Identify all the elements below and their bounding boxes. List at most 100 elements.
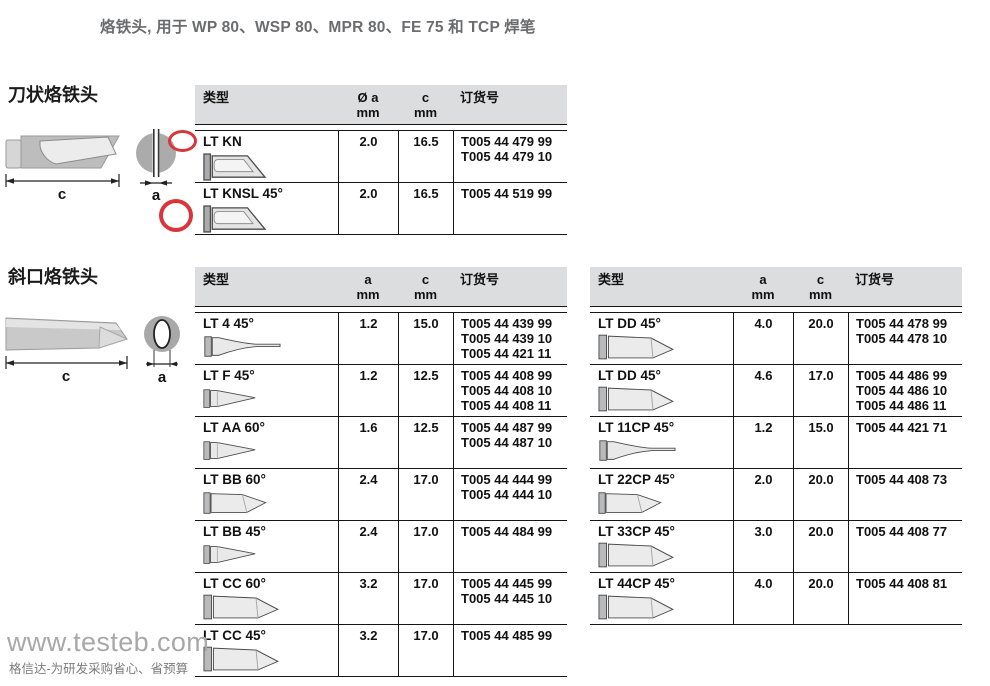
order-number-cell: T005 44 486 99 T005 44 486 10 T005 44 486 … [848,365,962,416]
section-heading-bevel-tips: 斜口烙铁头 [8,267,98,287]
tip-type-label: LT F 45° [203,368,255,383]
order-number: T005 44 421 11 [461,346,552,361]
c-value-cell: 17.0 [398,469,453,520]
order-number: T005 44 408 11 [461,398,552,413]
bevel-tip-dimension-diagram: c a [5,316,180,386]
column-header: 订货号 [460,90,500,105]
table-row: LT BB 45° 2.4 17.0 T005 44 484 99 [195,521,567,573]
a-value-cell: 3.0 [733,521,793,572]
tip-type-cell: LT CC 45° [195,625,338,676]
order-number: T005 44 486 10 [856,383,948,398]
table-row: LT 22CP 45° 2.0 20.0 T005 44 408 73 [590,469,962,521]
wide-bevel-cyl-tip-icon [203,594,279,620]
tip-type-label: LT KNSL 45° [203,186,283,201]
c-value-cell: 20.0 [793,313,848,364]
taper-tip-icon [203,545,256,564]
a-value-cell: 1.2 [338,365,398,416]
order-number: T005 44 408 73 [856,472,948,487]
order-number: T005 44 408 99 [461,368,553,383]
tip-type-label: LT DD 45° [598,316,661,331]
column-header: 订货号 [855,272,895,287]
a-value-cell: 1.6 [338,417,398,468]
order-number: T005 44 439 10 [461,331,553,346]
wide-bevel-cyl-tip-icon [598,334,674,360]
order-number-cell: T005 44 408 99 T005 44 408 10 T005 44 408 … [453,365,567,416]
column-header: a mm [751,272,775,302]
order-number-cell: T005 44 439 99 T005 44 439 10 T005 44 421 … [453,313,567,364]
column-header: c mm [413,272,438,302]
watermark-slogan: 格信达-为研发采购省心、省预算 [9,662,189,676]
order-number: T005 44 479 10 [461,149,553,164]
bevel-cyl-tip-icon [203,492,267,514]
knife-tip-icon [203,153,267,181]
tip-type-label: LT 22CP 45° [598,472,675,487]
column-header: 类型 [598,272,625,287]
order-number-cell: T005 44 408 77 [848,521,962,572]
wide-bevel-cyl-tip-icon [598,594,674,620]
table-body: LT DD 45° 4.0 20.0 T005 44 478 99 T005 44 47… [590,312,962,625]
a-value-cell: 4.0 [733,313,793,364]
tip-type-label: LT AA 60° [203,420,265,435]
order-number: T005 44 478 99 [856,316,948,331]
table-row: LT CC 45° 3.2 17.0 T005 44 485 99 [195,625,567,677]
table-row: LT KNSL 45° 2.0 16.5 T005 44 519 99 [195,183,567,235]
wide-bevel-cyl-tip-icon [203,646,279,672]
column-header: c mm [413,90,438,120]
table-row: LT DD 45° 4.0 20.0 T005 44 478 99 T005 44 47… [590,313,962,365]
order-number-cell: T005 44 408 73 [848,469,962,520]
tip-type-label: LT DD 45° [598,368,661,383]
tip-type-label: LT BB 60° [203,472,266,487]
order-number: T005 44 479 99 [461,134,553,149]
watermark-site: www.testeb.com [7,627,210,657]
order-number: T005 44 408 81 [856,576,948,591]
c-value-cell: 16.5 [398,183,453,234]
order-number-cell: T005 44 408 81 [848,573,962,624]
table-body: LT KN 2.0 16.5 T005 44 479 99 T005 44 479 10… [195,130,567,235]
tip-type-label: LT 11CP 45° [598,420,675,435]
a-value-cell: 2.0 [733,469,793,520]
c-value-cell: 20.0 [793,573,848,624]
tip-type-cell: LT KN [195,131,338,182]
table-row: LT 11CP 45° 1.2 15.0 T005 44 421 71 [590,417,962,469]
dim-label-c: c [58,186,66,203]
tip-type-label: LT KN [203,134,242,149]
table-row: LT 44CP 45° 4.0 20.0 T005 44 408 81 [590,573,962,625]
dim-label-a: a [158,369,167,386]
c-value-cell: 12.5 [398,365,453,416]
order-number-cell: T005 44 485 99 [453,625,567,676]
order-number-cell: T005 44 421 71 [848,417,962,468]
thin-taper-tip-icon [599,440,676,461]
order-number: T005 44 444 99 [461,472,553,487]
order-number: T005 44 445 10 [461,591,553,606]
order-number: T005 44 486 11 [856,398,947,413]
tip-type-cell: LT 44CP 45° [590,573,733,624]
thin-taper-tip-icon [204,336,281,357]
a-value-cell: 1.2 [338,313,398,364]
table-row: LT F 45° 1.2 12.5 T005 44 408 99 T005 44 408… [195,365,567,417]
order-number: T005 44 487 10 [461,435,553,450]
order-number-cell: T005 44 487 99 T005 44 487 10 [453,417,567,468]
a-value-cell: 1.2 [733,417,793,468]
c-value-cell: 16.5 [398,131,453,182]
bevel-cyl-tip-icon [598,492,662,514]
order-number: T005 44 478 10 [856,331,948,346]
knife-tip-dimension-diagram: c a [5,129,176,204]
c-value-cell: 15.0 [793,417,848,468]
tip-type-cell: LT 22CP 45° [590,469,733,520]
annotation-circle-lt-kn [168,130,197,152]
tip-type-cell: LT KNSL 45° [195,183,338,234]
order-number: T005 44 408 77 [856,524,948,539]
column-header: Ø a mm [356,90,380,120]
table-row: LT CC 60° 3.2 17.0 T005 44 445 99 T005 44 44… [195,573,567,625]
table-header-row: 类型 a mm c mm 订货号 [195,267,567,307]
order-number-cell: T005 44 478 99 T005 44 478 10 [848,313,962,364]
dim-label-c: c [62,368,70,385]
c-value-cell: 15.0 [398,313,453,364]
tip-type-label: LT CC 45° [203,628,266,643]
taper-tip-icon [203,441,256,460]
tip-type-cell: LT BB 60° [195,469,338,520]
order-number: T005 44 444 10 [461,487,553,502]
tip-type-label: LT 4 45° [203,316,254,331]
a-value-cell: 4.0 [733,573,793,624]
